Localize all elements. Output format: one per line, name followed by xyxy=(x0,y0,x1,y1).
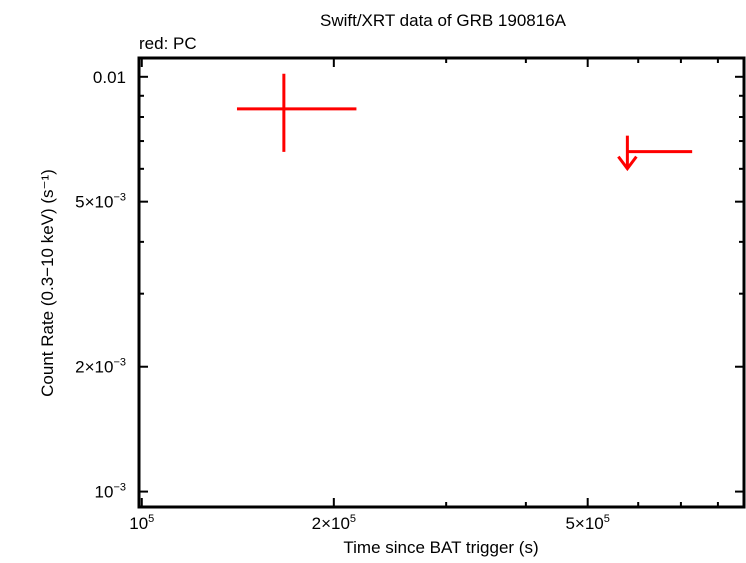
x-tick-label: 105 xyxy=(129,513,154,533)
data-marks xyxy=(236,73,693,172)
plot-frame xyxy=(137,56,746,509)
chart-title: Swift/XRT data of GRB 190816A xyxy=(320,11,567,30)
y-tick-label: 2×10−3 xyxy=(75,357,126,377)
y-tick-label: 10−3 xyxy=(95,482,126,502)
y-tick-label: 5×10−3 xyxy=(75,192,126,212)
x-axis-label: Time since BAT trigger (s) xyxy=(343,538,538,557)
axis-ticks: 105 2×105 5×105 0.01 5×10−3 2×10−3 10−3 xyxy=(75,58,744,533)
y-axis-label: Count Rate (0.3−10 keV) (s⁻¹) xyxy=(38,169,57,397)
upper-limit-arrow-head xyxy=(617,155,638,172)
y-tick-label: 0.01 xyxy=(93,68,126,87)
x-tick-label: 2×105 xyxy=(312,513,356,533)
x-tick-label: 5×105 xyxy=(565,513,609,533)
chart-subtitle: red: PC xyxy=(139,34,197,53)
